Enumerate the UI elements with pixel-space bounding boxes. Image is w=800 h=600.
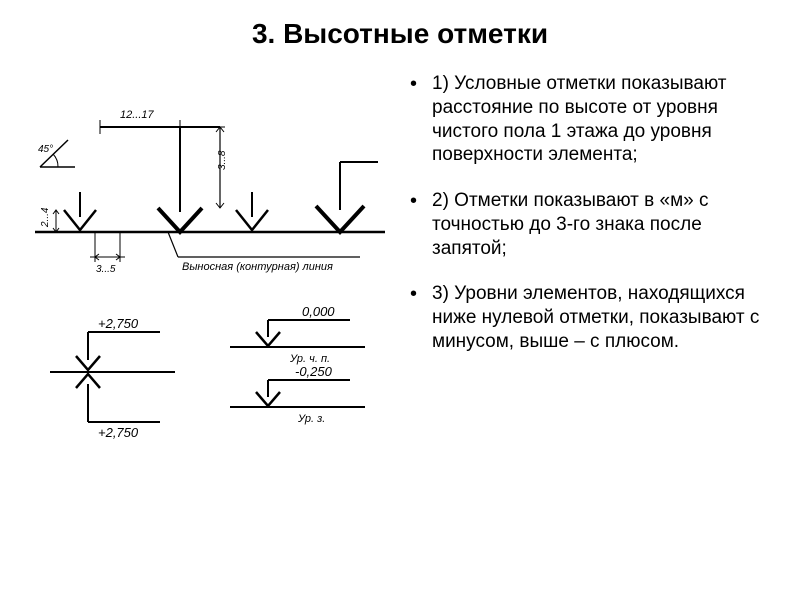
- angle-45-label: 45°: [38, 144, 53, 155]
- elevation-diagram: 45° 12...17 3...8: [20, 62, 390, 502]
- dim-12-17: 12...17: [120, 109, 155, 121]
- bullet-3: 3) Уровни элементов, находящихся ниже ну…: [410, 282, 780, 353]
- bullet-2: 2) Отметки показывают в «м» с точностью …: [410, 189, 780, 260]
- svg-text:+2,750: +2,750: [98, 425, 139, 440]
- svg-text:-0,250: -0,250: [295, 364, 333, 379]
- bullet-list: 1) Условные отметки показывают расстояни…: [390, 62, 780, 502]
- dim-3-5: 3...5: [90, 232, 125, 275]
- elevation-marker-1: [64, 192, 96, 230]
- elevation-marker-2: [100, 127, 220, 232]
- svg-text:3...8: 3...8: [217, 150, 228, 170]
- elevation-marker-3: [236, 192, 268, 230]
- svg-text:2...4: 2...4: [40, 207, 51, 228]
- dim-3-8: 3...8: [215, 127, 228, 208]
- svg-text:Выносная (контурная) линия: Выносная (контурная) линия: [182, 261, 333, 273]
- dim-2-4: 2...4: [40, 207, 59, 232]
- example-left: +2,750 +2,750: [50, 316, 175, 440]
- example-right: 0,000 Ур. ч. п. -0,250 Ур. з.: [230, 304, 365, 425]
- bullet-1: 1) Условные отметки показывают расстояни…: [410, 72, 780, 167]
- elevation-marker-4: [316, 162, 378, 232]
- slide-title: 3. Высотные отметки: [0, 0, 800, 62]
- svg-text:0,000: 0,000: [302, 304, 335, 319]
- svg-text:+2,750: +2,750: [98, 316, 139, 331]
- content-area: 45° 12...17 3...8: [0, 62, 800, 502]
- svg-text:Ур. з.: Ур. з.: [297, 413, 325, 425]
- leader-label: Выносная (контурная) линия: [168, 232, 360, 273]
- svg-text:3...5: 3...5: [96, 264, 116, 275]
